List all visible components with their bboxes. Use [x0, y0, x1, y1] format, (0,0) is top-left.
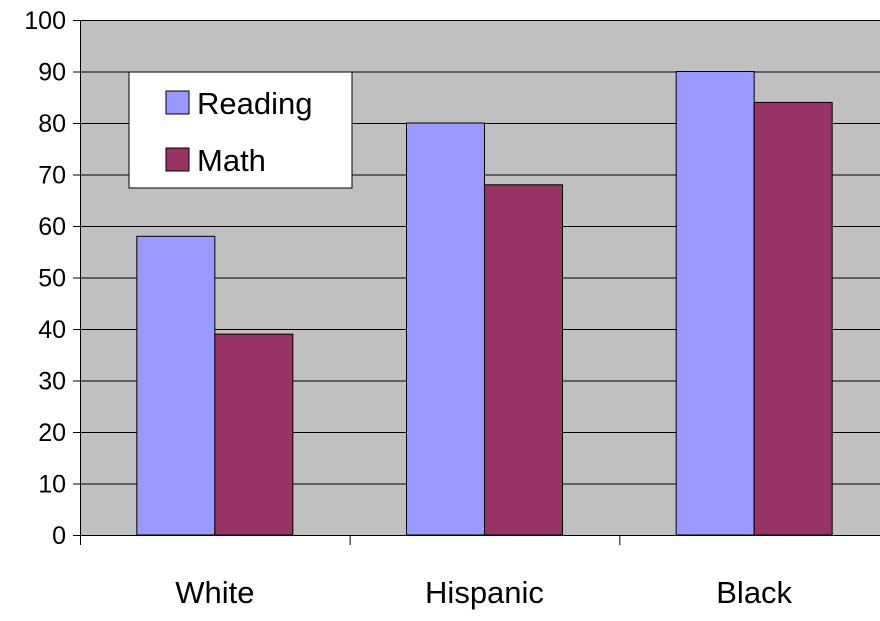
- legend-label-reading: Reading: [197, 86, 312, 121]
- bar-math-white: [214, 333, 294, 536]
- legend-label-math: Math: [197, 143, 266, 178]
- x-category-label: Hispanic: [425, 575, 544, 610]
- y-tick-label: 100: [24, 7, 66, 35]
- y-tick-label: 60: [38, 213, 66, 241]
- y-tick-label: 40: [38, 316, 66, 344]
- y-tick-label: 90: [38, 59, 66, 87]
- x-category-label: Black: [716, 575, 792, 610]
- y-tick-label: 10: [38, 471, 66, 499]
- y-tick-label: 50: [38, 265, 66, 293]
- axes: 0 10 20 30 40 50 60 70 80 90 100 White Hispanic Black: [24, 7, 880, 610]
- bar-math-hispanic: [484, 184, 563, 536]
- bar-math-black: [753, 101, 833, 536]
- legend-swatch-math: [165, 147, 190, 172]
- bars: [136, 71, 833, 536]
- bar-reading-black: [675, 71, 755, 536]
- y-tick-label: 80: [38, 110, 66, 138]
- y-tick-label: 30: [38, 368, 66, 396]
- bar-reading-hispanic: [406, 122, 485, 536]
- x-category-label: White: [175, 575, 254, 610]
- y-tick-label: 70: [38, 162, 66, 190]
- y-tick-label: 20: [38, 419, 66, 447]
- y-tick-label: 0: [52, 522, 66, 550]
- legend-swatch-reading: [165, 90, 190, 115]
- legend: Reading Math: [128, 71, 353, 189]
- bar-reading-white: [136, 235, 216, 536]
